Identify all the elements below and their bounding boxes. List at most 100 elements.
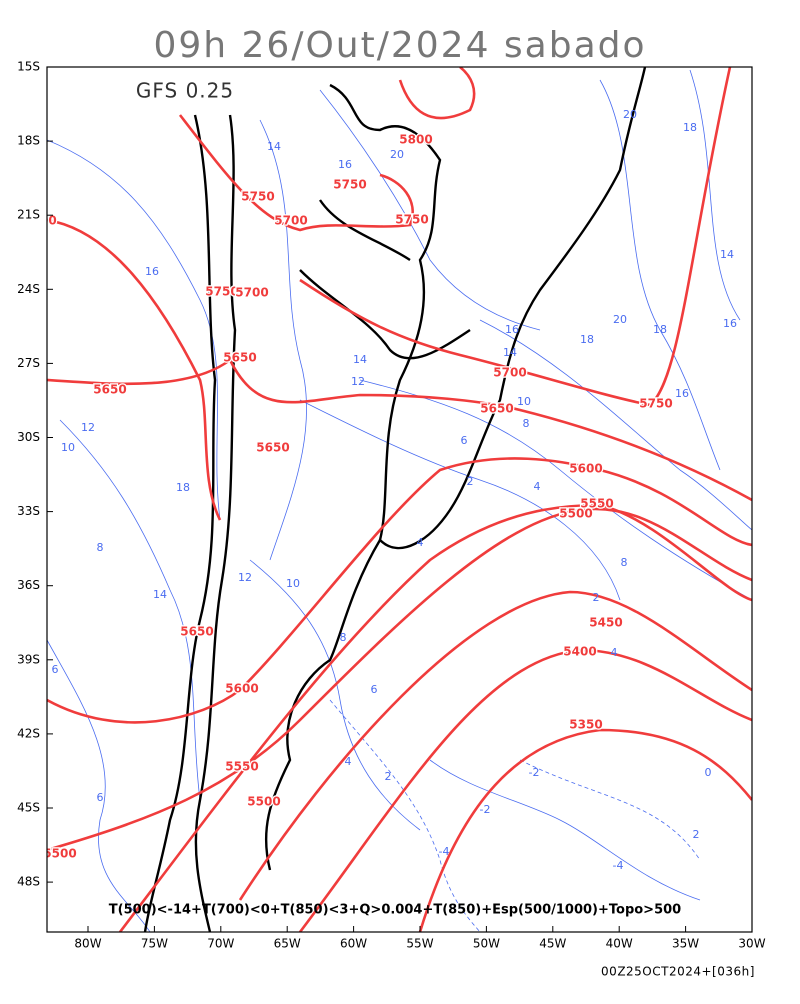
humidity-label: 16	[505, 323, 519, 336]
contour-label: 5600	[569, 462, 602, 476]
contour-label: 5700	[235, 286, 268, 300]
humidity-label: 6	[461, 434, 468, 447]
humidity-label: 18	[580, 333, 594, 346]
humidity-label: 2	[593, 591, 600, 604]
contour-label: 5650	[480, 402, 513, 416]
x-tick-label: 50W	[473, 937, 500, 951]
plot-frame	[46, 66, 753, 933]
humidity-label: 14	[720, 248, 734, 261]
coastlines	[143, 67, 647, 932]
y-tick-label: 21S	[17, 208, 40, 222]
contour-label: 5500	[43, 847, 76, 861]
humidity-label: 18	[176, 481, 190, 494]
humidity-label: 6	[52, 663, 59, 676]
humidity-label: 12	[351, 375, 365, 388]
humidity-label: 20	[390, 148, 404, 161]
x-tick-label: 70W	[207, 937, 234, 951]
contour-label: 5400	[563, 645, 596, 659]
x-tick-label: 55W	[406, 937, 433, 951]
y-tick-label: 39S	[17, 652, 40, 666]
contour-label: 5650	[180, 625, 213, 639]
humidity-label: 20	[623, 108, 637, 121]
contour-label: 5700	[274, 214, 307, 228]
humidity-label: 10	[517, 395, 531, 408]
humidity-label: 18	[653, 323, 667, 336]
humidity-label: 8	[340, 631, 347, 644]
model-label: GFS 0.25	[136, 79, 234, 103]
humidity-label: 16	[145, 265, 159, 278]
x-tick-label: 80W	[74, 937, 101, 951]
humidity-label: 8	[97, 541, 104, 554]
contour-label: 5500	[247, 795, 280, 809]
contour-label: 5450	[589, 616, 622, 630]
contour-label: 5650	[93, 383, 126, 397]
contour-label: 5500	[559, 507, 592, 521]
contour-label: 5750	[639, 397, 672, 411]
y-tick-label: 33S	[17, 504, 40, 518]
humidity-label: 0	[705, 766, 712, 779]
humidity-label: 2	[693, 828, 700, 841]
y-tick-label: 48S	[17, 875, 40, 889]
humidity-label: 10	[286, 577, 300, 590]
humidity-label: 20	[613, 313, 627, 326]
humidity-label: -2	[529, 766, 540, 779]
humidity-label: 6	[97, 791, 104, 804]
humidity-label: 4	[345, 755, 352, 768]
contour-label: 5550	[225, 760, 258, 774]
humidity-label: 2	[385, 770, 392, 783]
y-tick-label: 24S	[17, 282, 40, 296]
contour-label: 5700	[493, 366, 526, 380]
title: 09h 26/Out/2024 sabado	[153, 25, 646, 66]
humidity-label: 12	[81, 421, 95, 434]
humidity-label: 18	[683, 121, 697, 134]
x-tick-label: 30W	[738, 937, 765, 951]
run-time: 00Z25OCT2024+[036h]	[601, 965, 755, 979]
humidity-label: 14	[503, 346, 517, 359]
contour-label: 5650	[223, 351, 256, 365]
y-tick-label: 18S	[17, 134, 40, 148]
contour-label: 5600	[225, 682, 258, 696]
humidity-label: 10	[61, 441, 75, 454]
contour-label: 5550	[580, 497, 613, 511]
humidity-label: 4	[611, 646, 618, 659]
x-tick-label: 65W	[274, 937, 301, 951]
humidity-label: 4	[534, 480, 541, 493]
y-tick-label: 30S	[17, 430, 40, 444]
contour-label: 5750	[333, 178, 366, 192]
y-tick-label: 27S	[17, 356, 40, 370]
humidity-label: 16	[675, 387, 689, 400]
humidity-label: -4	[613, 859, 624, 872]
humidity-label: 2	[467, 475, 474, 488]
y-tick-label: 45S	[17, 801, 40, 815]
contour-label: 5650	[256, 441, 289, 455]
humidity-label: 4	[417, 536, 424, 549]
contour-label: 5800	[399, 133, 432, 147]
contour-label: 5700	[23, 214, 56, 228]
humidity-contours	[47, 69, 752, 932]
y-tick-label: 42S	[17, 726, 40, 740]
humidity-label: 14	[153, 588, 167, 601]
contour-label: 5350	[569, 718, 602, 732]
contour-label: 5750	[205, 285, 238, 299]
humidity-label: 16	[338, 158, 352, 171]
x-tick-label: 60W	[340, 937, 367, 951]
x-tick-label: 75W	[141, 937, 168, 951]
humidity-label: -4	[439, 845, 450, 858]
contour-label: 5750	[241, 190, 274, 204]
humidity-label: 8	[621, 556, 628, 569]
contour-label: 5750	[395, 213, 428, 227]
x-tick-label: 35W	[672, 937, 699, 951]
y-tick-label: 36S	[17, 578, 40, 592]
field-formula: T(500)<-14+T(700)<0+T(850)<3+Q>0.004+T(8…	[109, 903, 681, 918]
humidity-label: 12	[238, 571, 252, 584]
humidity-label: 16	[723, 317, 737, 330]
geopotential-contours	[47, 67, 752, 932]
x-tick-label: 45W	[539, 937, 566, 951]
humidity-label: 6	[371, 683, 378, 696]
humidity-label: 14	[267, 140, 281, 153]
humidity-label: 14	[353, 353, 367, 366]
humidity-label: 8	[523, 417, 530, 430]
